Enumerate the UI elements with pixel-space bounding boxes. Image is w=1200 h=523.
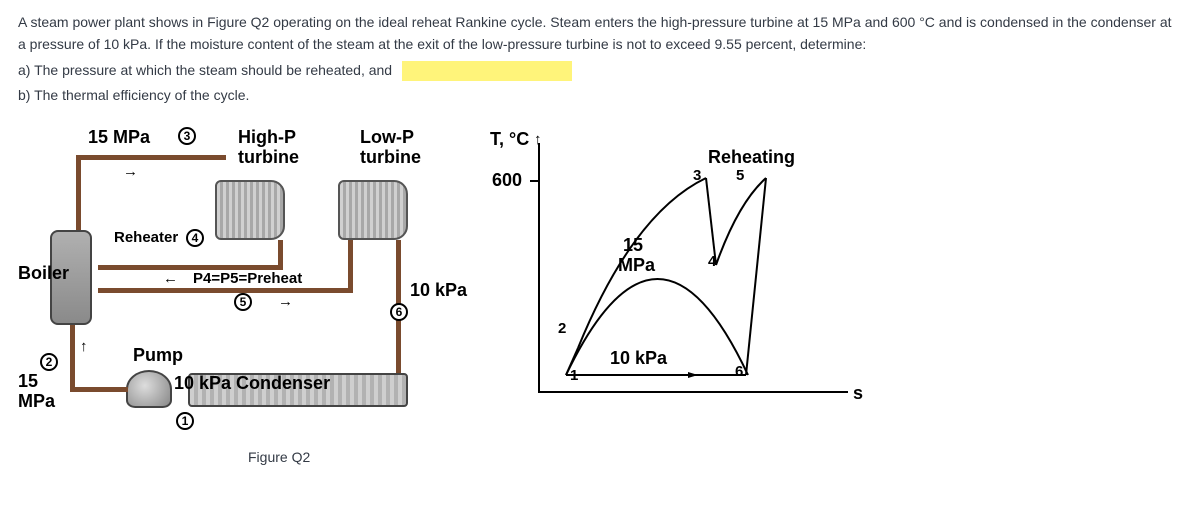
boiler-label: Boiler — [18, 263, 69, 284]
ts-node6-label: 6 — [735, 363, 743, 380]
ts-node2-label: 2 — [558, 320, 566, 337]
pipe — [278, 240, 283, 265]
state-5-marker: 5 — [234, 293, 252, 311]
preheat-label: P4=P5=Preheat — [193, 270, 302, 287]
ts-15mpa-top: 15 — [623, 235, 643, 256]
pipe — [70, 325, 75, 387]
lp-turbine-icon — [338, 180, 408, 240]
reheater-label: Reheater — [114, 229, 178, 246]
hp-turbine-label-2: turbine — [238, 147, 299, 168]
figure-caption: Figure Q2 — [248, 449, 310, 465]
arrow-icon: ↑ — [80, 338, 88, 355]
question-intro: A steam power plant shows in Figure Q2 o… — [18, 12, 1182, 55]
ts-y-axis-label: T, °C — [490, 129, 529, 150]
figure-q2: 15 MPa 3 → High-P turbine Low-P turbine … — [18, 125, 918, 465]
state3-pressure-label: 15 MPa — [88, 127, 150, 148]
ts-10kpa-label: 10 kPa — [610, 348, 667, 369]
state2-pressure-bot: MPa — [18, 391, 55, 412]
arrow-icon: → — [278, 293, 293, 310]
ts-t600-label: 600 — [492, 170, 522, 191]
state-4-marker: 4 — [186, 229, 204, 247]
pipe — [98, 288, 348, 293]
ts-node3-label: 3 — [693, 167, 701, 184]
highlight-box — [402, 61, 572, 81]
state-1-marker: 1 — [176, 412, 194, 430]
pipe — [70, 387, 128, 392]
state2-pressure-top: 15 — [18, 371, 38, 392]
condenser-label: 10 kPa Condenser — [174, 373, 330, 394]
ts-node5-label: 5 — [736, 167, 744, 184]
hp-turbine-icon — [215, 180, 285, 240]
arrow-icon: → — [123, 163, 138, 180]
pump-label: Pump — [133, 345, 183, 366]
ts-15mpa-bot: MPa — [618, 255, 655, 276]
ts-node4-label: 4 — [708, 253, 716, 270]
state-3-marker: 3 — [178, 127, 196, 145]
question-part-b: b) The thermal efficiency of the cycle. — [18, 87, 1182, 103]
pipe — [76, 155, 81, 233]
state-6-marker: 6 — [390, 303, 408, 321]
hp-turbine-label-1: High-P — [238, 127, 296, 148]
lp-turbine-label-2: turbine — [360, 147, 421, 168]
state-2-marker: 2 — [40, 353, 58, 371]
question-part-a: a) The pressure at which the steam shoul… — [18, 62, 392, 78]
ts-node1-label: 1 — [570, 367, 578, 384]
state6-pressure-label: 10 kPa — [410, 280, 467, 301]
arrow-icon: ← — [163, 270, 178, 287]
pump-icon — [126, 370, 172, 408]
question-part-a-row: a) The pressure at which the steam shoul… — [18, 61, 1182, 81]
lp-turbine-label-1: Low-P — [360, 127, 414, 148]
ts-reheating-label: Reheating — [708, 147, 795, 168]
pipe — [348, 240, 353, 293]
pipe — [76, 155, 226, 160]
